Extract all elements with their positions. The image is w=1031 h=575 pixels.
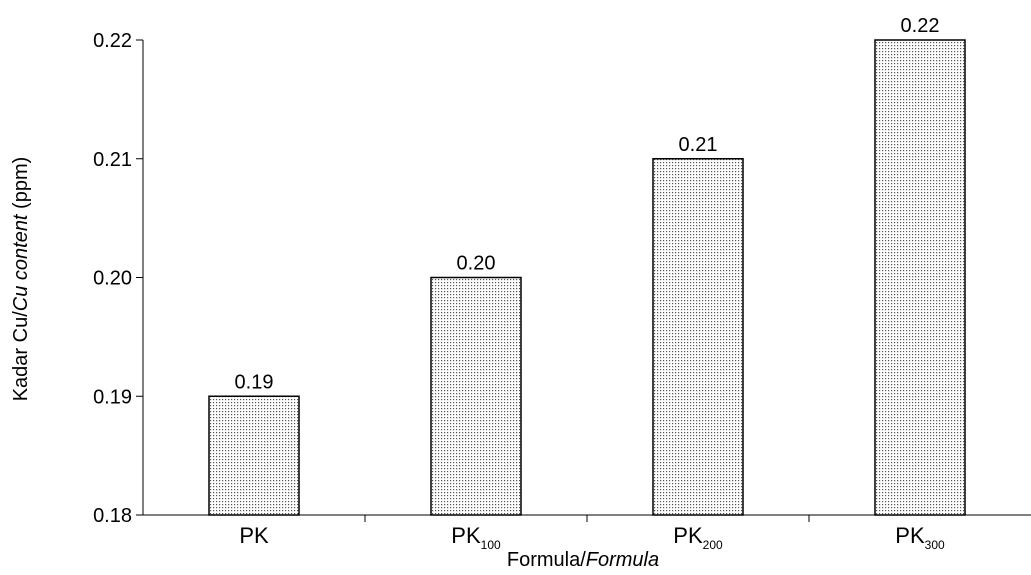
x-axis <box>143 514 1031 522</box>
y-tick-label: 0.19 <box>93 386 132 408</box>
y-axis: 0.18 0.19 0.20 0.21 0.22 <box>93 30 144 527</box>
y-axis-title-normal-before: Kadar Cu/ <box>10 311 32 401</box>
category-label: PK <box>239 523 269 548</box>
category-label: PK200 <box>673 523 723 552</box>
bar <box>652 158 744 516</box>
x-axis-title: Formula/Formula <box>507 549 659 571</box>
y-tick-label: 0.22 <box>93 30 132 52</box>
category-label: PK300 <box>895 523 945 552</box>
x-axis-title-normal: Formula/ <box>507 549 586 571</box>
bars <box>208 39 966 516</box>
y-tick-label: 0.21 <box>93 149 132 171</box>
category-labels: PK PK100 PK200 PK300 <box>239 523 945 552</box>
bar-value-label: 0.19 <box>235 371 274 393</box>
y-axis-title: Kadar Cu/Cu content (ppm) <box>10 157 32 402</box>
bar <box>208 395 300 516</box>
category-label: PK100 <box>451 523 501 552</box>
bar <box>874 39 966 516</box>
bar-value-label: 0.21 <box>679 134 718 156</box>
y-axis-title-normal-after: (ppm) <box>10 157 32 215</box>
bar-value-label: 0.22 <box>901 15 940 37</box>
x-axis-title-italic: Formula <box>586 549 659 571</box>
bar <box>430 276 522 516</box>
bar-value-labels: 0.19 0.20 0.21 0.22 <box>235 15 940 393</box>
y-tick-label: 0.20 <box>93 268 132 290</box>
y-tick-label: 0.18 <box>93 505 132 527</box>
bar-value-label: 0.20 <box>457 253 496 275</box>
y-axis-title-italic: Cu content <box>10 213 32 311</box>
